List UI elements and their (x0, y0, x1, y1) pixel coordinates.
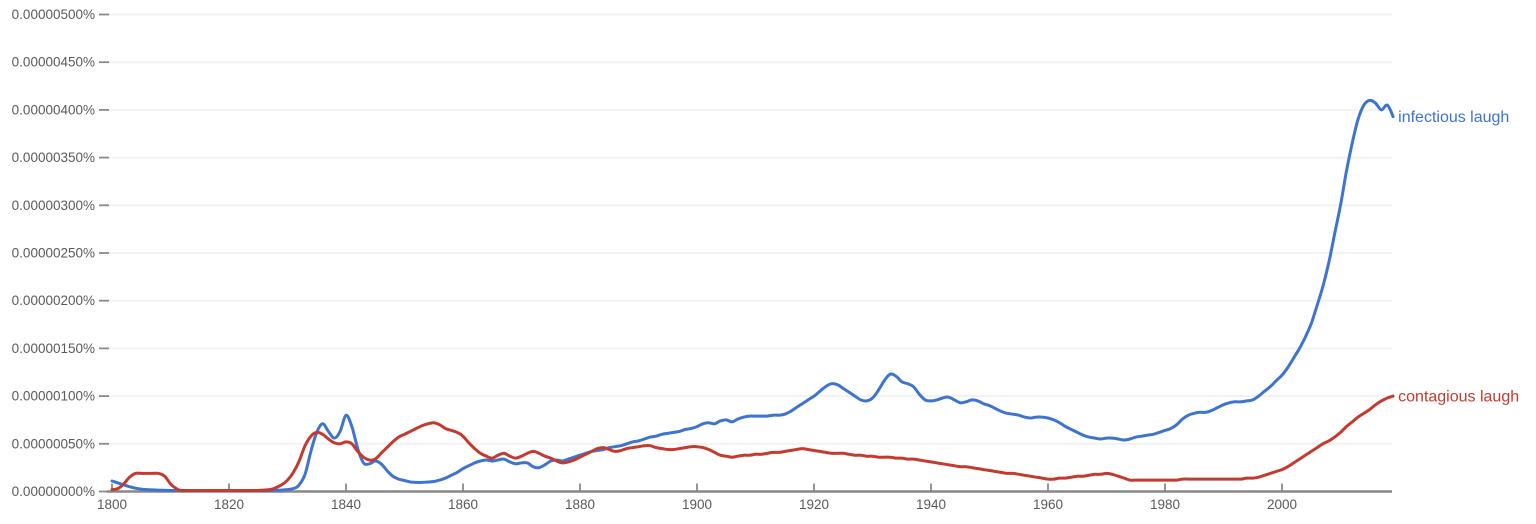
series-label-contagious-laugh[interactable]: contagious laugh (1398, 389, 1519, 406)
x-axis-tick-label: 1960 (1033, 497, 1063, 512)
x-axis-tick-label: 1900 (682, 497, 712, 512)
y-axis-tick-label: 0.00000250% (12, 246, 95, 261)
x-axis-tick-label: 1920 (799, 497, 829, 512)
x-axis-tick-label: 1800 (97, 497, 127, 512)
y-axis-tick-label: 0.00000300% (12, 198, 95, 213)
series-line-infectious-laugh[interactable] (110, 98, 1395, 493)
x-axis-tick-label: 2000 (1267, 497, 1297, 512)
y-axis-tick-label: 0.00000100% (12, 389, 95, 404)
y-axis-tick-label: 0.00000450% (12, 55, 95, 70)
x-axis-tick-label: 1820 (214, 497, 244, 512)
y-axis-tick-label: 0.00000000% (12, 484, 95, 499)
x-axis-tick-label: 1940 (916, 497, 946, 512)
y-axis-tick-label: 0.00000200% (12, 293, 95, 308)
y-axis-tick-label: 0.00000050% (12, 436, 95, 451)
y-axis-tick-label: 0.00000500% (12, 7, 95, 22)
y-axis-tick-label: 0.00000400% (12, 102, 95, 117)
x-axis-tick-label: 1980 (1150, 497, 1180, 512)
y-axis-tick-label: 0.00000350% (12, 150, 95, 165)
x-axis-tick-label: 1880 (565, 497, 595, 512)
y-axis-tick-label: 0.00000150% (12, 341, 95, 356)
series-line-contagious-laugh[interactable] (110, 394, 1395, 493)
x-axis-tick-label: 1840 (331, 497, 361, 512)
x-axis-tick-label: 1860 (448, 497, 478, 512)
series-label-infectious-laugh[interactable]: infectious laugh (1398, 109, 1509, 126)
